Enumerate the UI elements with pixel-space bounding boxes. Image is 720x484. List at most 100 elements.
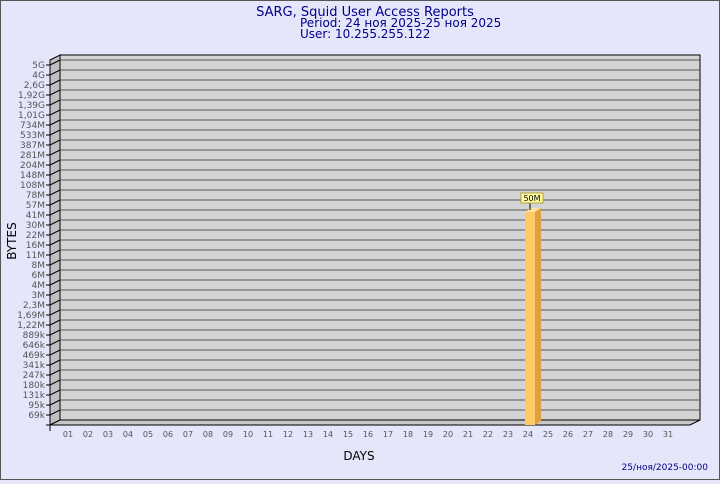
x-tick-label: 21 <box>463 430 473 439</box>
x-tick-label: 28 <box>603 430 613 439</box>
bar-side <box>535 207 541 425</box>
x-tick-label: 07 <box>183 430 193 439</box>
chart-period: Period: 24 ноя 2025-25 ноя 2025 <box>300 16 501 30</box>
chart-title: SARG, Squid User Access Reports <box>256 5 474 20</box>
gridline-side <box>49 279 61 286</box>
x-tick-label: 01 <box>63 430 73 439</box>
x-tick-label: 02 <box>83 430 93 439</box>
y-tick-label: 11M <box>26 251 45 261</box>
x-tick-label: 20 <box>443 430 453 439</box>
y-tick-label: 108M <box>20 181 45 191</box>
gridline-side <box>49 289 61 296</box>
gridline-side <box>49 259 61 266</box>
gridline-side <box>49 299 61 306</box>
x-tick-label: 15 <box>343 430 353 439</box>
y-tick-label: 1,92G <box>18 91 45 101</box>
y-tick-label: 148M <box>20 171 45 181</box>
gridline-side <box>49 359 61 366</box>
x-tick-label: 12 <box>283 430 293 439</box>
x-tick-label: 03 <box>103 430 113 439</box>
gridline-side <box>49 179 61 186</box>
x-tick-label: 31 <box>663 430 673 439</box>
x-tick-label: 26 <box>563 430 573 439</box>
x-tick-label: 22 <box>483 430 493 439</box>
x-tick-label: 29 <box>623 430 633 439</box>
y-tick-label: 1,22M <box>17 321 45 331</box>
y-tick-label: 646k <box>23 341 46 351</box>
gridline-side <box>49 329 61 336</box>
y-tick-label: 469k <box>23 351 46 361</box>
x-tick-label: 24 <box>523 430 533 439</box>
x-axis-label: DAYS <box>343 449 374 463</box>
y-tick-label: 5G <box>32 61 45 71</box>
gridline-side <box>49 79 61 86</box>
gridline-side <box>49 109 61 116</box>
y-tick-label: 22M <box>26 231 45 241</box>
gridline-side <box>49 99 61 106</box>
gridline-side <box>49 59 61 66</box>
x-tick-label: 18 <box>403 430 413 439</box>
x-tick-label: 05 <box>143 430 153 439</box>
floor <box>49 419 701 426</box>
y-tick-label: 131k <box>23 391 46 401</box>
gridline-side <box>49 239 61 246</box>
gridline-side <box>49 89 61 96</box>
y-tick-label: 6M <box>32 271 46 281</box>
x-tick-label: 09 <box>223 430 233 439</box>
x-tick-label: 16 <box>363 430 373 439</box>
x-tick-label: 19 <box>423 430 433 439</box>
gridline-side <box>49 219 61 226</box>
y-tick-label: 180k <box>23 381 46 391</box>
gridline-side <box>49 199 61 206</box>
gridline-side <box>49 399 61 406</box>
y-tick-label: 204M <box>20 161 45 171</box>
y-tick-label: 69k <box>28 411 45 421</box>
y-tick-label: 4M <box>32 281 46 291</box>
data-label: 50M <box>523 194 540 203</box>
x-tick-label: 11 <box>263 430 273 439</box>
gridline-side <box>49 169 61 176</box>
chart-user: User: 10.255.255.122 <box>300 27 430 41</box>
y-tick-label: 3M <box>32 291 46 301</box>
y-tick-label: 889k <box>23 331 46 341</box>
x-tick-label: 25 <box>543 430 553 439</box>
gridline-side <box>49 409 61 416</box>
gridline-side <box>49 389 61 396</box>
plot-area: 69k95k131k180k247k341k469k646k889k1,22M1… <box>17 54 701 439</box>
y-tick-label: 247k <box>23 371 46 381</box>
bar-top <box>525 207 541 212</box>
y-tick-label: 30M <box>26 221 45 231</box>
y-tick-label: 341k <box>23 361 46 371</box>
x-tick-label: 30 <box>643 430 653 439</box>
gridline-side <box>49 309 61 316</box>
gridline-side <box>49 269 61 276</box>
gridline-side <box>49 149 61 156</box>
y-tick-label: 281M <box>20 151 45 161</box>
gridline-side <box>49 229 61 236</box>
x-tick-label: 06 <box>163 430 173 439</box>
y-tick-label: 2,3M <box>23 301 45 311</box>
gridline-side <box>49 139 61 146</box>
footer-timestamp: 25/ноя/2025-00:00 <box>622 463 709 473</box>
gridline-side <box>49 319 61 326</box>
y-axis-label: BYTES <box>5 222 19 259</box>
y-tick-label: 8M <box>32 261 46 271</box>
y-tick-label: 1,39G <box>18 101 45 111</box>
y-tick-label: 1,69M <box>17 311 45 321</box>
y-tick-label: 4G <box>32 71 45 81</box>
x-tick-label: 27 <box>583 430 593 439</box>
y-tick-label: 387M <box>20 141 45 151</box>
gridline-side <box>49 369 61 376</box>
y-tick-label: 2,6G <box>24 81 45 91</box>
gridline-side <box>49 129 61 136</box>
x-tick-label: 10 <box>243 430 253 439</box>
gridline-side <box>49 209 61 216</box>
x-tick-label: 17 <box>383 430 393 439</box>
x-tick-label: 08 <box>203 430 213 439</box>
y-tick-label: 78M <box>26 191 45 201</box>
x-tick-label: 13 <box>303 430 313 439</box>
y-tick-label: 95k <box>28 401 45 411</box>
gridline-side <box>49 379 61 386</box>
bar <box>525 211 535 425</box>
